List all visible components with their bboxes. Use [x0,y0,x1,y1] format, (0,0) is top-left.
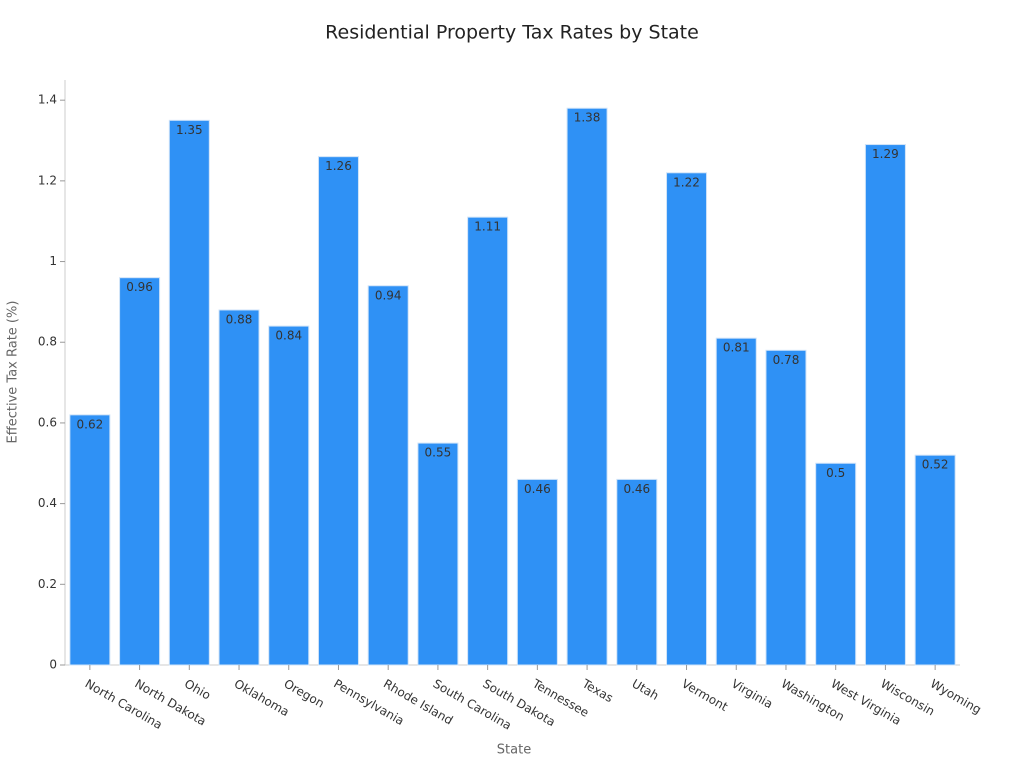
data-label: 0.84 [275,329,302,343]
x-tick-label: Wyoming [928,677,984,717]
y-tick-label: 0.6 [38,415,57,429]
y-tick-label: 0.2 [38,577,57,591]
data-label: 0.55 [425,446,452,460]
y-tick-label: 1.2 [38,173,57,187]
bar [616,478,658,666]
y-axis-label: Effective Tax Rate (%) [6,301,21,444]
bar [516,478,558,666]
data-label: 1.22 [673,175,700,189]
y-tick-label: 1 [49,254,57,268]
bar [168,119,210,666]
y-tick-label: 1.4 [38,93,57,107]
data-label: 0.94 [375,288,402,302]
bar [268,325,310,666]
bar [119,277,161,666]
data-label: 1.35 [176,123,203,137]
bar [566,107,608,666]
bar [864,144,906,666]
data-label: 0.96 [126,280,153,294]
x-tick-label: Virginia [729,677,775,712]
data-label: 0.46 [623,482,650,496]
bar [467,216,509,666]
bar [69,414,111,666]
data-label: 0.81 [723,341,750,355]
x-tick-label: Vermont [679,677,730,715]
y-tick-label: 0 [49,658,57,672]
data-label: 1.38 [574,111,601,125]
bar [218,309,260,666]
x-tick-label: Oklahoma [232,677,292,720]
bar [317,156,359,666]
bar [666,172,708,666]
data-label: 1.29 [872,147,899,161]
bar [914,454,956,666]
data-label: 1.11 [474,220,501,234]
bar [367,285,409,666]
chart-title: Residential Property Tax Rates by State [325,22,699,44]
x-tick-label: Texas [579,676,616,705]
x-axis-label: State [497,743,531,758]
data-label: 0.62 [77,417,104,431]
bar [715,337,757,666]
y-tick-label: 0.8 [38,335,57,349]
x-tick-label: Utah [630,677,662,703]
data-label: 0.88 [226,312,253,326]
bar [417,442,459,666]
data-label: 0.78 [773,353,800,367]
data-label: 0.52 [922,458,949,472]
bar [765,349,807,666]
data-label: 1.26 [325,159,352,173]
data-label: 0.46 [524,482,551,496]
x-tick-label: Ohio [182,677,213,703]
data-label: 0.5 [826,466,845,480]
y-tick-label: 0.4 [38,496,57,510]
bar [815,462,857,666]
